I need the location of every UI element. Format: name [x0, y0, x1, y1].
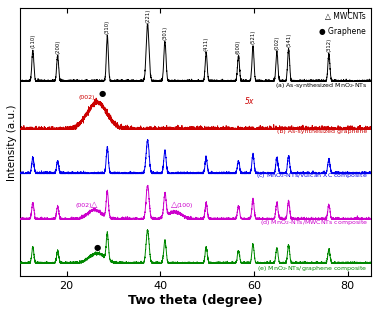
Text: (521): (521) — [251, 30, 256, 45]
Text: (200): (200) — [55, 40, 60, 54]
Text: △ MWCNTs: △ MWCNTs — [325, 13, 366, 21]
Text: (301): (301) — [163, 26, 167, 40]
Text: (002): (002) — [274, 36, 279, 50]
Text: (e) MnO$_2$-NTs/graphene composite: (e) MnO$_2$-NTs/graphene composite — [257, 264, 367, 273]
X-axis label: Two theta (degree): Two theta (degree) — [128, 294, 263, 307]
Text: (b) As-synthesized graphene: (b) As-synthesized graphene — [277, 129, 367, 134]
Text: ●: ● — [93, 243, 101, 252]
Y-axis label: Intensity (a.u.): Intensity (a.u.) — [7, 104, 17, 181]
Text: 5x: 5x — [245, 97, 254, 106]
Text: (310): (310) — [105, 20, 110, 34]
Text: ● Graphene: ● Graphene — [319, 27, 366, 36]
Text: ●: ● — [98, 89, 105, 98]
Text: (c) MnO$_2$-NTs/Vulcan XC composite: (c) MnO$_2$-NTs/Vulcan XC composite — [256, 171, 367, 181]
Text: (600): (600) — [236, 40, 241, 54]
Text: (312): (312) — [326, 38, 332, 52]
Text: (541): (541) — [286, 32, 291, 47]
Text: (100): (100) — [177, 203, 193, 208]
Text: △: △ — [91, 200, 98, 209]
Text: (411): (411) — [204, 37, 209, 51]
Text: (002): (002) — [76, 203, 92, 208]
Text: (d) MnO$_2$-NTs/MWCNTs composite: (d) MnO$_2$-NTs/MWCNTs composite — [260, 218, 367, 227]
Text: (002): (002) — [78, 95, 94, 100]
Text: (110): (110) — [30, 34, 35, 48]
Text: (a) As-synthesized MnO$_2$-NTs: (a) As-synthesized MnO$_2$-NTs — [275, 81, 367, 89]
Text: △: △ — [171, 200, 178, 209]
Text: (221): (221) — [145, 8, 150, 23]
